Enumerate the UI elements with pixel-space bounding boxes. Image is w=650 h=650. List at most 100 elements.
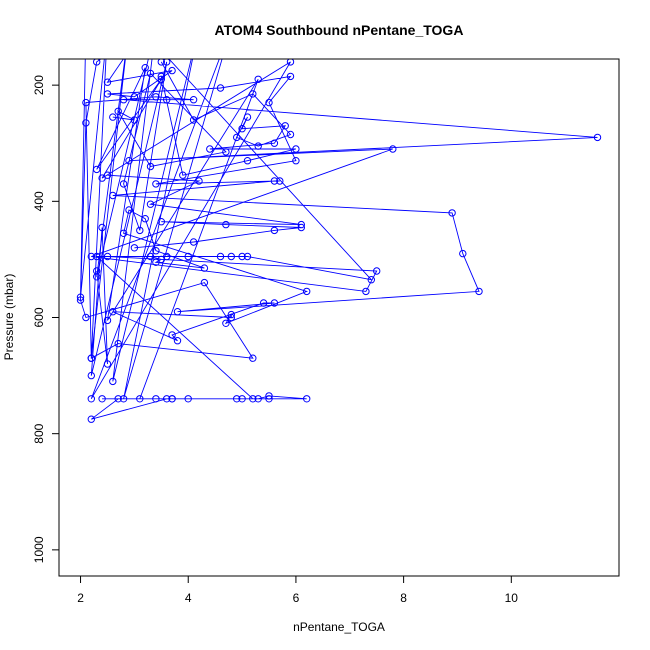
- series-line: [160, 61, 297, 176]
- data-point: [104, 24, 110, 30]
- data-point: [286, 72, 295, 81]
- data-point: [593, 133, 602, 142]
- chart-title: ATOM4 Southbound nPentane_TOGA: [215, 22, 464, 38]
- y-tick-label: 1000: [32, 536, 46, 563]
- x-tick-label: 4: [185, 591, 192, 605]
- data-point: [196, 24, 202, 30]
- data-point: [238, 125, 246, 133]
- y-tick-label: 400: [32, 191, 46, 211]
- data-point: [103, 252, 112, 261]
- data-point: [200, 278, 209, 287]
- data-point: [168, 66, 176, 75]
- data-point: [206, 145, 214, 153]
- data-point: [125, 206, 133, 214]
- data-point: [152, 93, 160, 101]
- data-point: [265, 98, 273, 107]
- data-point: [303, 395, 311, 403]
- data-point: [109, 113, 117, 121]
- data-point: [114, 395, 122, 403]
- data-point: [189, 116, 198, 124]
- x-tick-label: 2: [77, 591, 84, 605]
- data-point: [243, 113, 252, 121]
- data-point: [254, 142, 262, 150]
- data-point: [93, 59, 101, 66]
- data-point: [93, 267, 101, 275]
- data-point: [157, 59, 165, 66]
- data-point: [238, 395, 246, 403]
- data-point: [152, 247, 160, 255]
- data-point: [238, 252, 246, 261]
- data-point: [195, 177, 203, 185]
- data-point: [153, 24, 159, 30]
- data-point: [254, 75, 262, 84]
- data-point: [93, 165, 101, 174]
- data-point: [103, 78, 112, 86]
- data-point: [82, 119, 90, 127]
- data-point: [152, 180, 160, 188]
- data-point: [119, 229, 128, 238]
- data-point: [103, 316, 112, 325]
- data-point: [373, 267, 381, 275]
- data-point: [119, 395, 128, 403]
- data-point: [227, 313, 236, 322]
- data-point: [82, 98, 90, 107]
- data-point: [163, 59, 171, 66]
- y-tick-label: 800: [32, 423, 46, 443]
- data-point: [130, 116, 139, 124]
- data-point: [152, 395, 160, 403]
- plot-series: [80, 59, 598, 420]
- data-point: [76, 296, 85, 304]
- data-point: [146, 69, 155, 78]
- data-point: [130, 93, 139, 101]
- data-point: [270, 299, 279, 307]
- data-point: [109, 191, 117, 200]
- data-point: [98, 395, 106, 403]
- data-point: [87, 395, 96, 403]
- data-point: [163, 96, 171, 104]
- data-point: [292, 145, 300, 153]
- data-point: [173, 308, 182, 316]
- data-point: [270, 226, 279, 235]
- x-tick-label: 10: [505, 591, 519, 605]
- data-point: [157, 218, 166, 226]
- series-line: [90, 61, 227, 376]
- data-point: [130, 244, 139, 252]
- data-point: [189, 238, 198, 246]
- data-point: [292, 157, 300, 165]
- data-point: [114, 107, 122, 116]
- data-point: [189, 96, 198, 104]
- data-point: [367, 276, 375, 284]
- data-point: [114, 339, 122, 348]
- series-line: [107, 174, 302, 249]
- data-point: [179, 171, 187, 179]
- data-point: [184, 252, 192, 261]
- data-point: [227, 252, 236, 261]
- data-point: [475, 287, 483, 296]
- data-point: [103, 360, 112, 368]
- data-point: [303, 287, 311, 296]
- data-point: [233, 395, 241, 403]
- data-point: [270, 139, 279, 147]
- data-point: [249, 354, 257, 362]
- data-point: [76, 293, 85, 301]
- data-point: [87, 415, 96, 423]
- data-point: [265, 392, 273, 400]
- data-point: [119, 96, 128, 104]
- data-point: [93, 273, 101, 281]
- data-point: [103, 90, 112, 98]
- data-point: [222, 319, 230, 327]
- y-tick-label: 200: [32, 75, 46, 95]
- data-point: [146, 200, 155, 208]
- data-point: [141, 215, 149, 223]
- data-point: [141, 64, 149, 72]
- data-point: [233, 133, 241, 142]
- data-point: [87, 371, 96, 380]
- x-axis: 2 4 6 8 10: [77, 575, 519, 605]
- data-point: [249, 395, 257, 403]
- data-point: [125, 157, 133, 165]
- data-point: [362, 287, 370, 296]
- data-point: [200, 264, 209, 272]
- data-point: [157, 72, 166, 81]
- data-point: [109, 377, 117, 386]
